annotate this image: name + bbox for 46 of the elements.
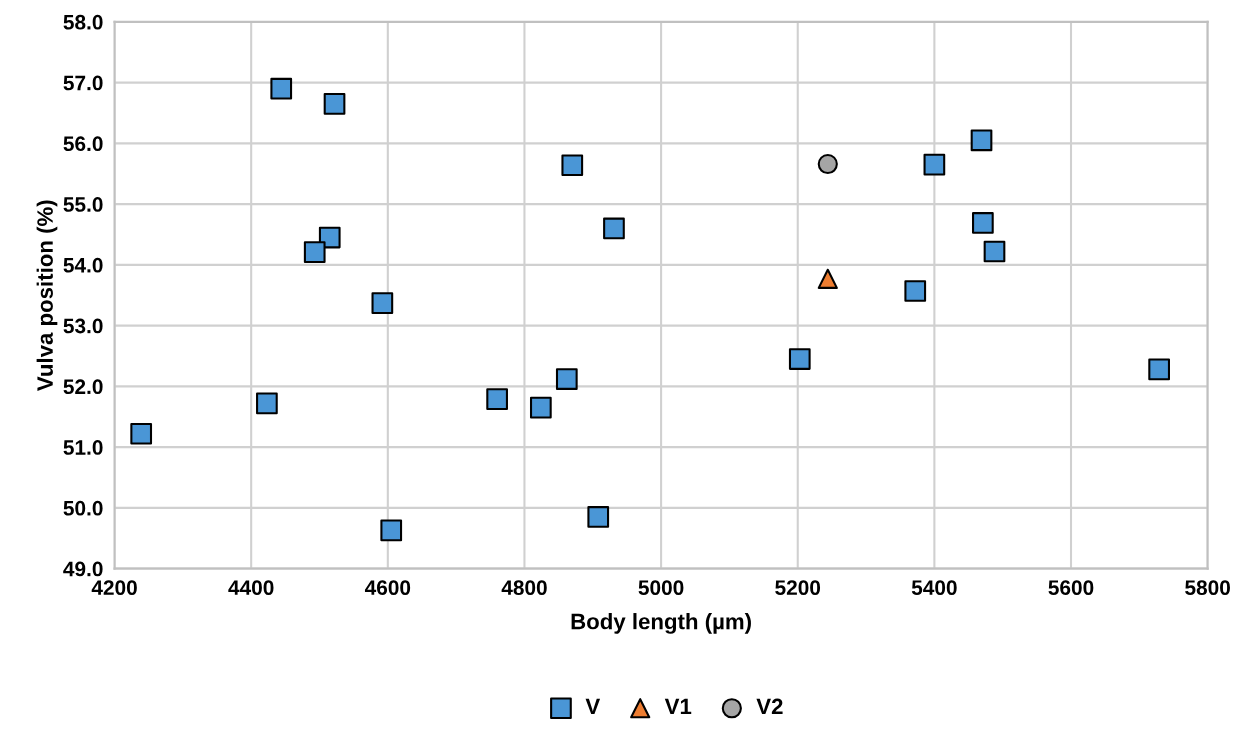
point [561, 154, 584, 177]
point [130, 422, 153, 445]
x-tick-label: 4600 [364, 580, 411, 596]
point [972, 212, 994, 234]
point [256, 392, 278, 415]
point [587, 506, 610, 528]
point [788, 348, 811, 370]
x-tick-label: 4800 [501, 580, 547, 596]
legend-label: V [585, 698, 601, 715]
point [1148, 358, 1170, 381]
y-axis-title: Vulva position (%) [36, 200, 58, 391]
point [555, 368, 578, 390]
point [529, 396, 552, 419]
point [486, 388, 508, 410]
x-tick-label: 5600 [1048, 580, 1094, 596]
x-axis-title: Body length (µm) [571, 613, 751, 634]
x-tick-label: 5200 [775, 580, 821, 596]
point [817, 268, 838, 289]
y-tick-label: 55.0 [63, 197, 103, 212]
y-tick-label: 56.0 [63, 136, 103, 152]
point [983, 240, 1006, 263]
point [970, 129, 993, 152]
y-tick-label: 53.0 [63, 318, 103, 334]
x-tick-label: 5800 [1185, 580, 1230, 596]
point [371, 292, 394, 314]
y-tick-label: 51.0 [63, 440, 103, 455]
point [323, 93, 346, 115]
y-tick-label: 58.0 [63, 14, 103, 30]
legend-label: V1 [664, 698, 692, 715]
point [904, 280, 927, 302]
y-tick-label: 52.0 [63, 379, 103, 395]
point [603, 217, 625, 240]
point [303, 241, 326, 263]
point [817, 153, 838, 175]
y-tick-label: 50.0 [63, 500, 103, 516]
point [923, 153, 946, 176]
y-tick-label: 49.0 [63, 561, 103, 577]
y-tick-label: 57.0 [63, 75, 103, 91]
x-tick-label: 5000 [638, 580, 684, 596]
y-tick-label: 54.0 [63, 257, 103, 273]
x-tick-label: 4400 [228, 580, 274, 596]
x-tick-label: 5400 [911, 580, 957, 596]
point [270, 77, 293, 100]
x-tick-label: 4200 [91, 580, 137, 596]
legend-label: V2 [756, 698, 783, 715]
point [380, 519, 403, 542]
